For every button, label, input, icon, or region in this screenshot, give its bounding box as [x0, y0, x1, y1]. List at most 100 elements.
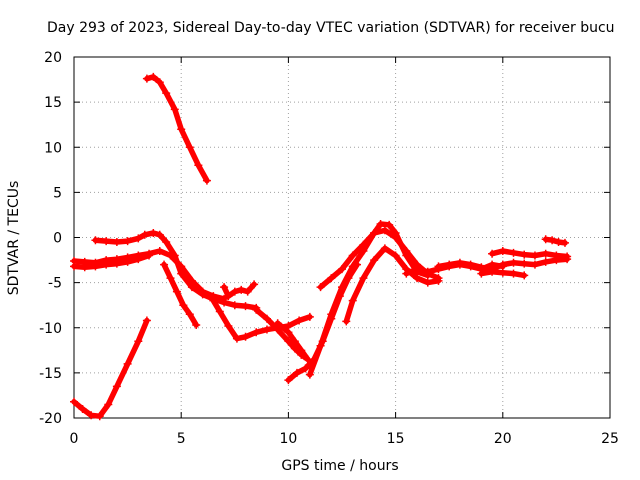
chart-title: Day 293 of 2023, Sidereal Day-to-day VTE…: [47, 20, 615, 36]
data-point: [273, 319, 282, 328]
data-point: [134, 251, 143, 260]
y-tick-label: 10: [44, 140, 62, 156]
data-point: [434, 262, 443, 271]
data-point: [292, 368, 301, 377]
data-point: [402, 247, 411, 256]
x-tick-label: 5: [177, 431, 186, 447]
data-point: [498, 247, 507, 256]
data-point: [155, 78, 164, 87]
data-point: [134, 337, 143, 346]
series-band: [71, 317, 150, 419]
data-point: [177, 125, 186, 134]
x-tick-label: 10: [279, 431, 297, 447]
data-point: [80, 257, 89, 266]
data-point: [262, 314, 271, 323]
y-tick-label: 5: [53, 185, 62, 201]
series-arc-mid-hump: [91, 228, 261, 312]
series-arc-low-start: [70, 316, 151, 421]
data-point: [192, 321, 201, 330]
data-point: [112, 382, 121, 391]
data-point: [413, 265, 422, 274]
data-point: [284, 376, 293, 385]
data-point: [250, 280, 259, 289]
data-point: [104, 400, 113, 409]
data-point: [252, 328, 261, 337]
data-point: [520, 250, 529, 259]
data-point: [230, 287, 239, 296]
data-point: [142, 316, 151, 325]
data-point: [220, 298, 229, 307]
data-point: [91, 236, 100, 245]
series-arc-rise-late: [342, 244, 443, 326]
data-point: [520, 259, 529, 268]
data-point: [262, 325, 271, 334]
data-point: [552, 251, 561, 260]
data-point: [237, 285, 246, 294]
data-point: [391, 251, 400, 260]
data-point: [230, 301, 239, 310]
data-point: [295, 316, 304, 325]
data-point: [338, 265, 346, 274]
x-tick-label: 20: [494, 431, 512, 447]
data-point: [316, 283, 325, 292]
data-point: [241, 332, 250, 341]
data-point: [509, 248, 518, 257]
data-point: [166, 274, 175, 283]
data-point: [170, 105, 179, 114]
data-point: [123, 237, 132, 246]
y-tick-label: 20: [44, 50, 62, 66]
data-point: [220, 283, 229, 292]
data-point: [348, 251, 357, 260]
series-arc-small-bump: [220, 280, 259, 301]
data-point: [123, 253, 132, 262]
data-point: [498, 268, 507, 277]
data-point: [102, 256, 111, 265]
data-point: [380, 244, 389, 253]
data-point: [290, 337, 299, 346]
series-arc-tail-c: [488, 247, 572, 261]
data-marks: [70, 72, 572, 421]
series-arc-drop-to-10: [160, 260, 201, 330]
data-point: [194, 161, 203, 170]
y-tick-label: -15: [39, 366, 62, 382]
data-point: [198, 290, 207, 299]
data-point: [123, 359, 132, 368]
data-point: [359, 240, 368, 249]
data-point: [402, 269, 411, 278]
data-point: [172, 287, 181, 296]
y-tick-label: 15: [44, 95, 62, 111]
data-point: [327, 310, 336, 319]
data-point: [305, 370, 314, 379]
data-point: [95, 412, 104, 421]
series-band: [161, 261, 199, 328]
data-point: [370, 228, 379, 237]
data-point: [530, 251, 539, 260]
data-point: [149, 72, 158, 81]
data-point: [134, 234, 143, 243]
data-point: [391, 233, 400, 242]
data-point: [488, 267, 497, 276]
x-tick-label: 25: [601, 431, 619, 447]
y-tick-label: 0: [53, 231, 62, 247]
data-point: [376, 219, 385, 228]
data-point: [185, 310, 194, 319]
data-point: [140, 230, 149, 239]
data-point: [112, 238, 121, 247]
data-point: [142, 74, 151, 83]
data-point: [162, 89, 171, 98]
data-point: [455, 258, 464, 267]
data-point: [370, 256, 379, 265]
data-point: [202, 176, 211, 185]
data-point: [170, 251, 179, 260]
data-point: [160, 260, 169, 269]
data-point: [423, 267, 432, 276]
data-point: [284, 328, 293, 337]
data-point: [70, 397, 78, 406]
data-point: [87, 411, 96, 420]
data-point: [209, 296, 218, 305]
data-point: [548, 236, 557, 245]
y-tick-label: -20: [39, 411, 62, 427]
data-point: [541, 235, 550, 244]
series-arc-tail-e: [541, 235, 569, 247]
